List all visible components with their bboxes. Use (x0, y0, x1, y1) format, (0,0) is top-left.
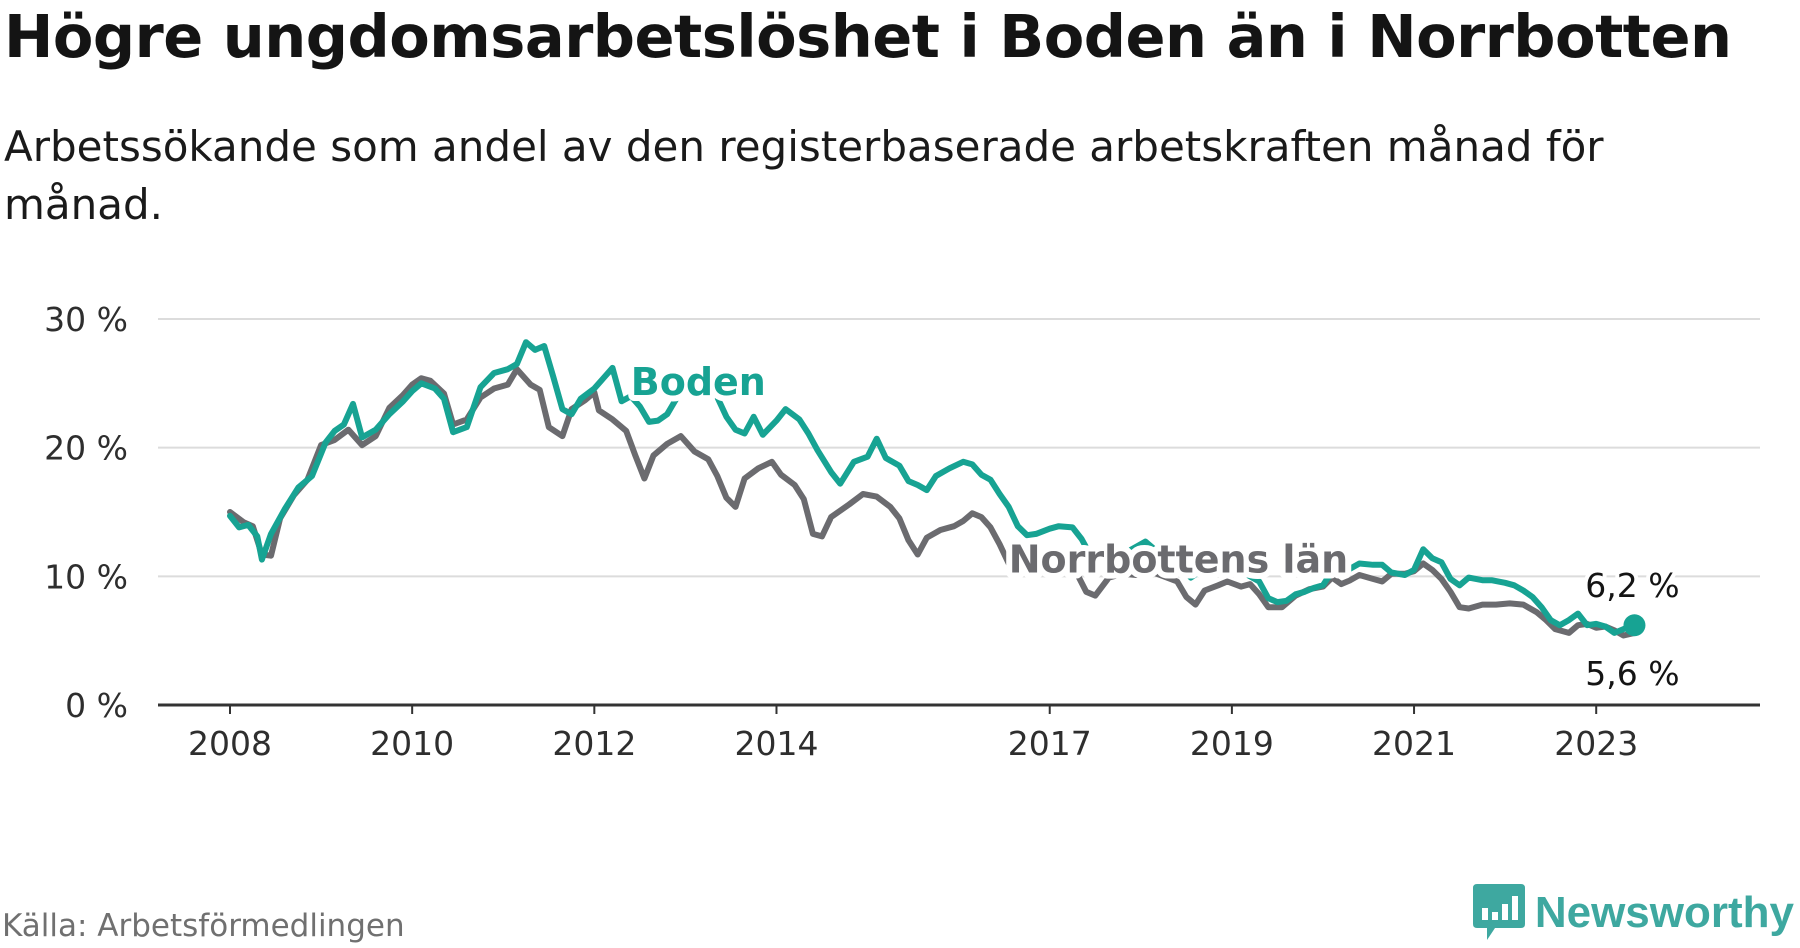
source-note: Källa: Arbetsförmedlingen (2, 908, 405, 944)
boden-endpoint-marker (1623, 614, 1646, 637)
x-tick-label: 2023 (1554, 724, 1638, 763)
series-label-norrbottens-lan: Norrbottens län (1009, 537, 1348, 581)
x-tick-label: 2010 (370, 724, 454, 763)
end-value-label-boden: 6,2 % (1585, 566, 1679, 605)
x-tick-label: 2021 (1372, 724, 1456, 763)
axis-ticks: 0 % 10 % 20 % 30 % 2008 2010 2012 2014 2017 2019 2… (44, 300, 1638, 763)
x-tick-label: 2012 (552, 724, 636, 763)
series-line-norrbottens-l-n (227, 366, 1638, 639)
series-lines (227, 339, 1646, 639)
x-tick-label: 2017 (1008, 724, 1092, 763)
y-tick-label: 30 % (44, 300, 128, 339)
series-line-boden (227, 339, 1638, 636)
series-labels: Boden Norrbottens län 6,2 % 5,6 % (625, 354, 1684, 697)
x-tick-label: 2019 (1190, 724, 1274, 763)
newsworthy-logo-icon (1472, 884, 1525, 940)
chart-subtitle: Arbetssökande som andel av den registerb… (4, 122, 1604, 229)
x-tick-label: 2014 (734, 724, 818, 763)
series-label-boden: Boden (631, 360, 766, 404)
gridlines (158, 318, 1760, 578)
y-tick-label: 10 % (44, 557, 128, 596)
line-chart: 0 % 10 % 20 % 30 % 2008 2010 2012 2014 2017 2019 2… (44, 300, 1760, 763)
brand-name: Newsworthy (1534, 888, 1794, 937)
chart-title: Högre ungdomsarbetslöshet i Boden än i N… (4, 2, 1732, 71)
brand-logo[interactable]: Newsworthy (1472, 884, 1794, 942)
end-value-label-norrbottens-lan: 5,6 % (1585, 654, 1679, 693)
y-tick-label: 20 % (44, 429, 128, 468)
x-tick-label: 2008 (188, 724, 272, 763)
y-tick-label: 0 % (65, 686, 128, 725)
